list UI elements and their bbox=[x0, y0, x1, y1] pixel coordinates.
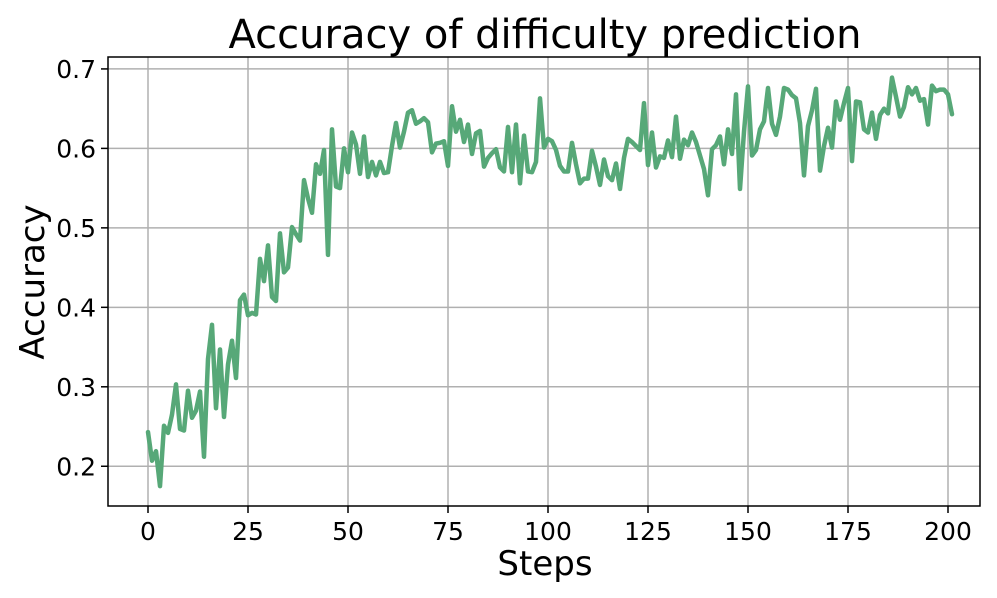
y-tick-label: 0.3 bbox=[56, 373, 96, 402]
x-tick-label: 25 bbox=[232, 517, 264, 546]
x-tick-label: 150 bbox=[724, 517, 772, 546]
x-axis-label: Steps bbox=[497, 544, 592, 584]
series-layer bbox=[145, 75, 955, 489]
x-tick-label: 125 bbox=[624, 517, 672, 546]
accuracy-series-line bbox=[145, 75, 955, 489]
x-tick-label: 175 bbox=[824, 517, 872, 546]
y-tick-label: 0.5 bbox=[56, 214, 96, 243]
x-tick-label: 75 bbox=[432, 517, 464, 546]
x-tick-label: 100 bbox=[524, 517, 572, 546]
y-tick-label: 0.4 bbox=[56, 293, 96, 322]
x-tick-label: 50 bbox=[332, 517, 364, 546]
y-tick-label: 0.7 bbox=[56, 55, 96, 84]
plot-frame bbox=[107, 56, 981, 507]
chart-title: Accuracy of difficulty prediction bbox=[229, 12, 862, 58]
x-tick-label: 200 bbox=[924, 517, 972, 546]
y-tick-label: 0.6 bbox=[56, 134, 96, 163]
x-tick-label: 0 bbox=[140, 517, 156, 546]
y-tick-label: 0.2 bbox=[56, 452, 96, 481]
axis-ticks: 0 25 50 75 100 125 150 175 200 0.2 0.3 0.4 0.5 0.6 0.7 bbox=[56, 55, 972, 546]
y-axis-label: Accuracy bbox=[13, 204, 53, 359]
